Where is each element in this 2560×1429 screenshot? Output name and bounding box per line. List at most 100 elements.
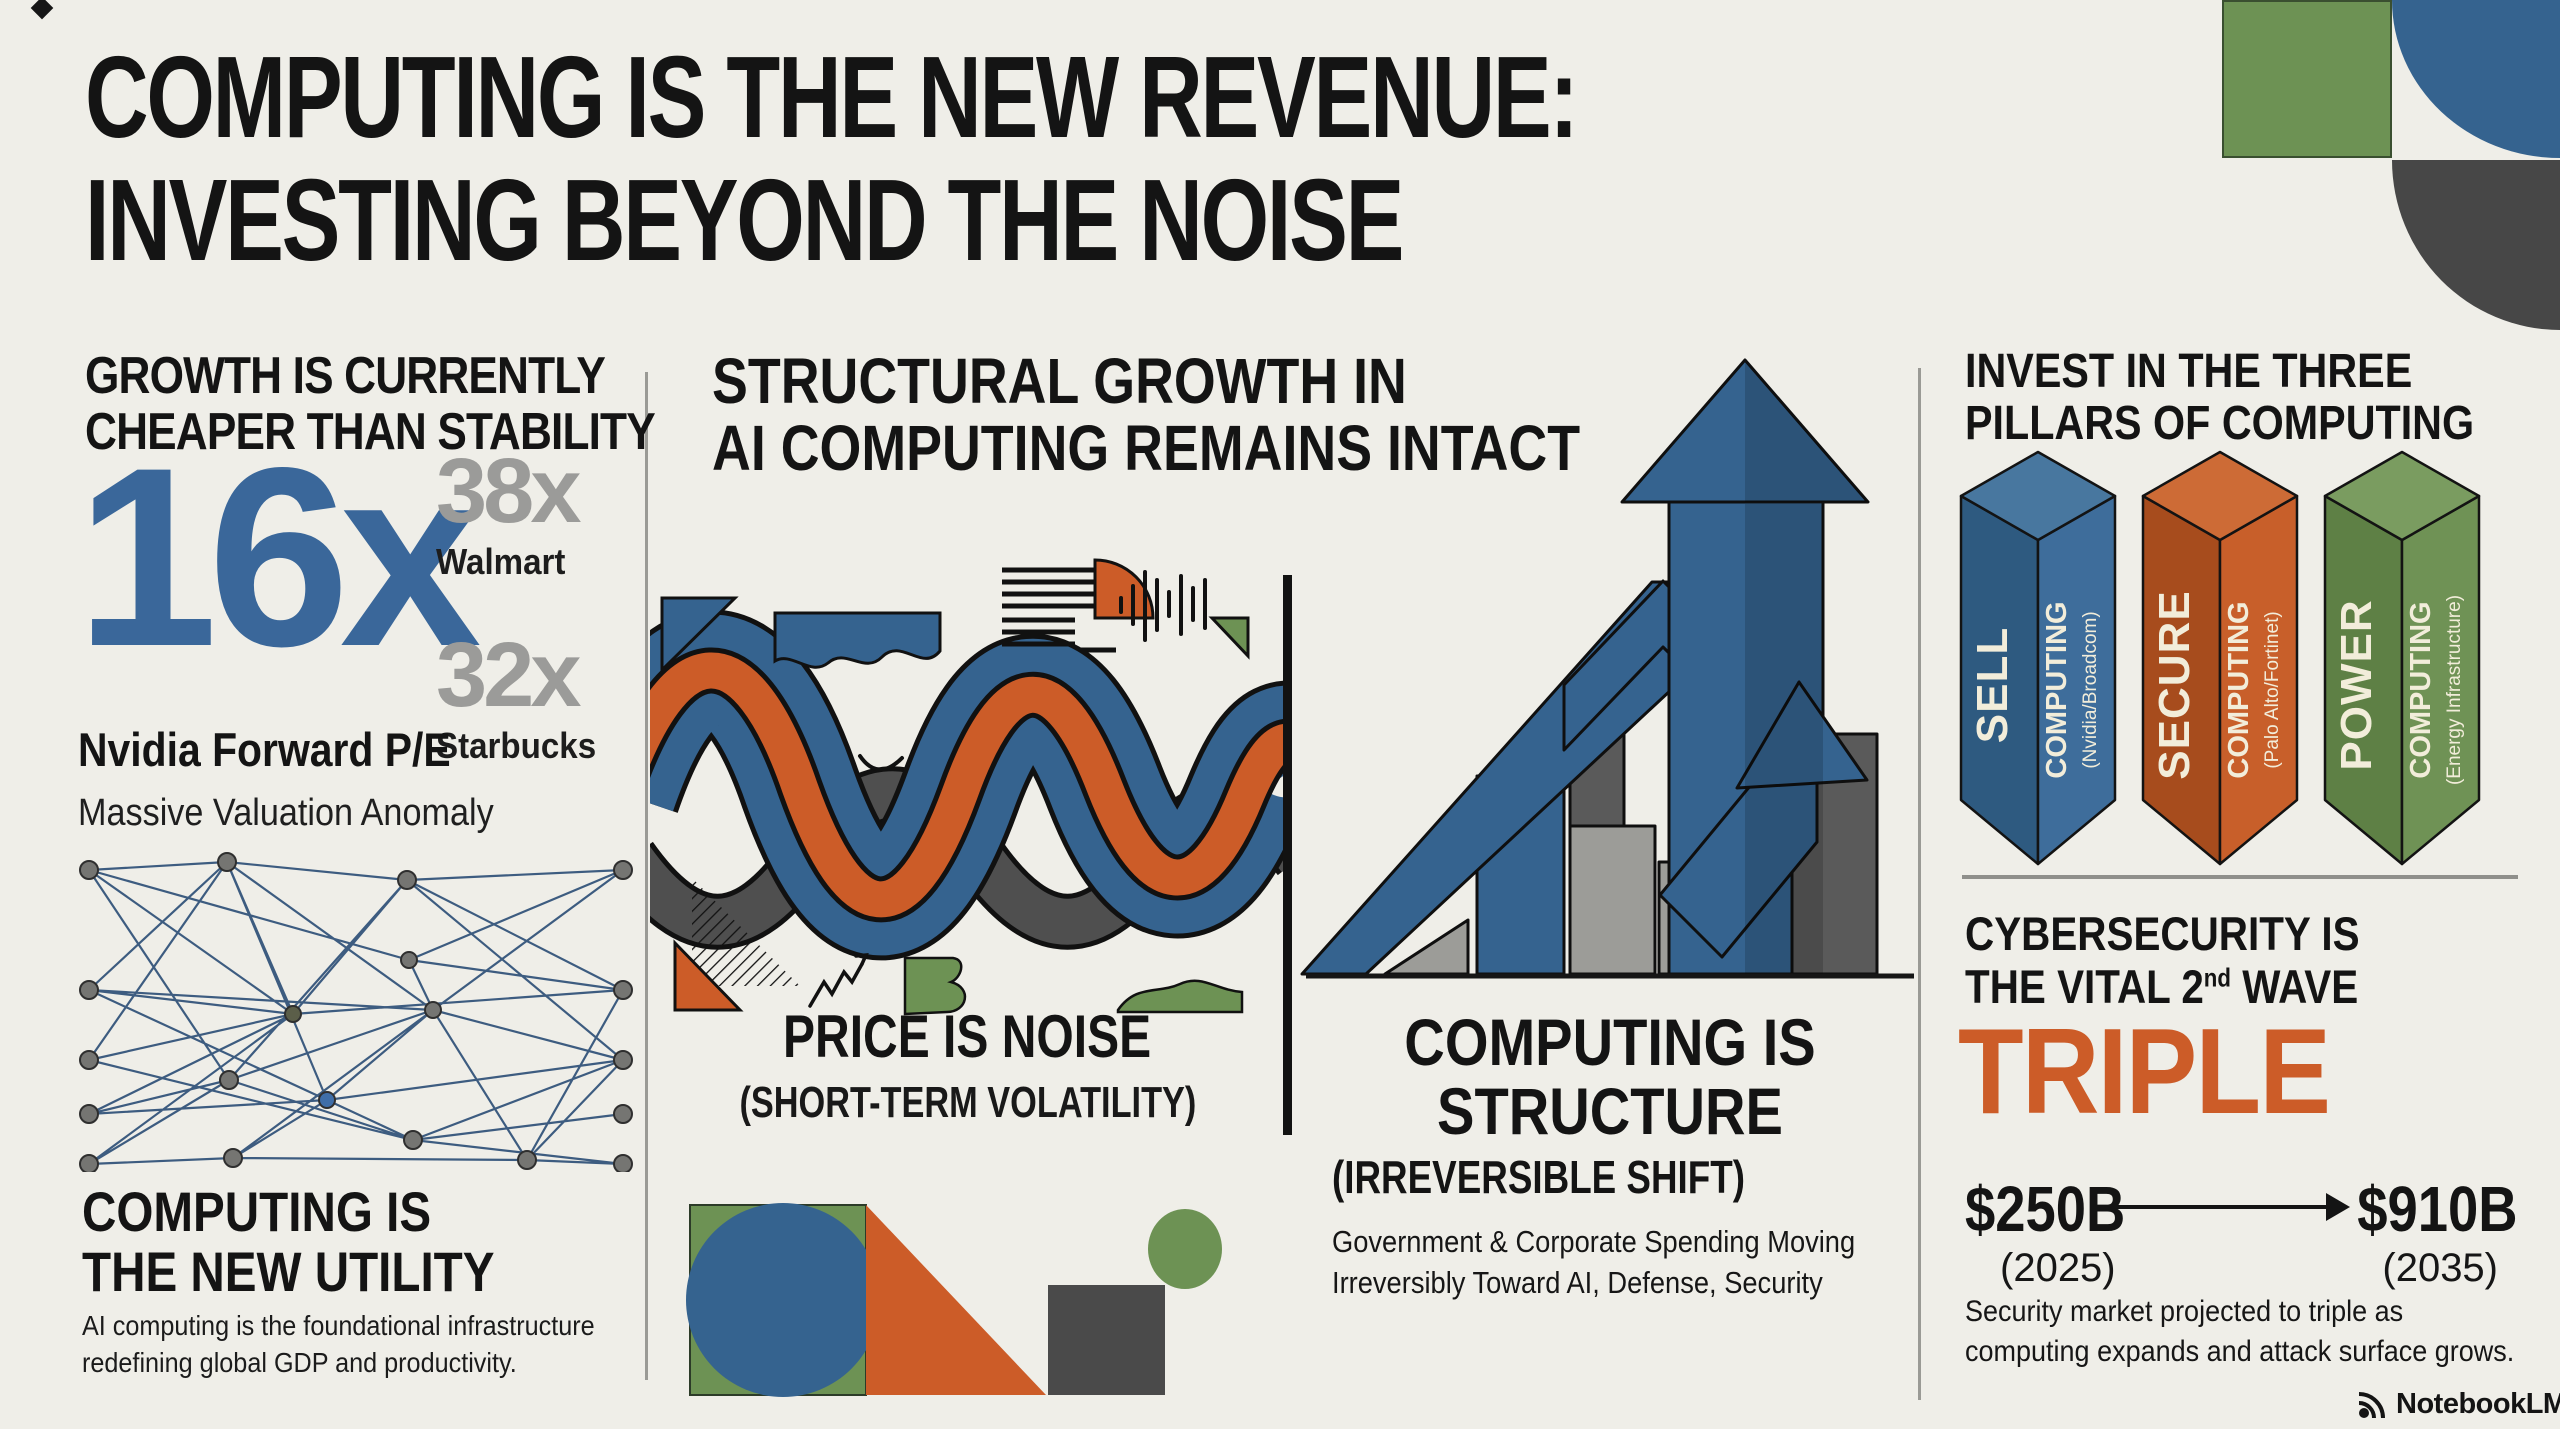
structure-subtitle: (IRREVERSIBLE SHIFT) — [1332, 1151, 1745, 1203]
ordinal-suffix: nd — [2203, 963, 2231, 992]
structure-title-line1: COMPUTING IS — [1404, 1005, 1816, 1079]
middle-section-heading: STRUCTURAL GROWTH IN AI COMPUTING REMAIN… — [712, 345, 1745, 485]
market-from-year: (2025) — [2000, 1246, 2116, 1290]
cyber-heading-line1: CYBERSECURITY IS — [1965, 907, 2360, 960]
orange-ramp-shape — [866, 1205, 1046, 1395]
structure-body-line1: Government & Corporate Spending Moving — [1332, 1224, 1856, 1259]
brand-name: NotebookLM — [2396, 1388, 2560, 1420]
pillar-sell-detail: (Nvidia/Broadcom) — [2080, 611, 2101, 768]
nvidia-pe-stat: 16x — [76, 415, 481, 700]
stripes-icon — [1002, 567, 1116, 653]
deco-gray-quarter-circle — [2392, 160, 2560, 330]
pillar-secure-category: COMPUTING — [2223, 601, 2255, 778]
blue-flag-shape — [773, 611, 942, 669]
starbucks-pe-value: 32x — [436, 624, 582, 726]
market-to-value: $910B — [2357, 1173, 2518, 1245]
notebooklm-icon — [2358, 1391, 2385, 1418]
walmart-pe-value: 38x — [436, 440, 581, 542]
deco-blue-quarter-circle — [2392, 0, 2560, 158]
starbucks-label: Starbucks — [436, 725, 597, 767]
right-section-heading: INVEST IN THE THREE PILLARS OF COMPUTING — [1965, 346, 2557, 450]
right-arrow-band — [1658, 778, 1819, 959]
note-line2: computing expands and attack surface gro… — [1965, 1334, 2515, 1368]
green-mound-shape — [1116, 979, 1244, 1014]
cyber-heading-line2: THE VITAL 2nd WAVE — [1965, 959, 2359, 1013]
green-circle-shape — [1148, 1209, 1222, 1289]
pillar-secure-detail: (Palo Alto/Fortinet) — [2262, 611, 2283, 768]
network-edges — [88, 860, 624, 1166]
left-section-heading: GROWTH IS CURRENTLY CHEAPER THAN STABILI… — [85, 348, 755, 460]
growth-arrow-line — [2100, 1205, 2332, 1209]
tall-arrow-head — [1620, 358, 1870, 504]
head-shading — [1745, 362, 1868, 502]
footer-brand: NotebookLM — [2356, 1388, 2560, 1421]
page-title: COMPUTING IS THE NEW REVENUE: INVESTING … — [85, 36, 2047, 282]
utility-body-line1: AI computing is the foundational infrast… — [82, 1310, 595, 1341]
pillar-sell-category: COMPUTING — [2041, 601, 2073, 778]
corner-diamond-mark — [30, 0, 54, 20]
pillar-power-detail: (Energy Infrastructure) — [2444, 595, 2465, 785]
computing-is-structure-title: COMPUTING IS STRUCTURE — [1310, 1005, 1910, 1149]
middle-heading-line2: AI COMPUTING REMAINS INTACT — [712, 412, 1581, 485]
shaft-shading — [1745, 504, 1823, 974]
security-market-note: Security market projected to triple as c… — [1965, 1292, 2560, 1372]
growth-arrows-illustration — [1300, 358, 1914, 979]
pillar-secure: SECURE COMPUTING (Palo Alto/Fortinet) — [2141, 450, 2299, 866]
light-gray-step1 — [1568, 824, 1657, 976]
structure-title-line2: STRUCTURE — [1437, 1074, 1783, 1149]
three-pillars-illustration: SELL COMPUTING (Nvidia/Broadcom) SECURE … — [1959, 450, 2481, 866]
utility-heading: COMPUTING IS THE NEW UTILITY — [82, 1182, 567, 1302]
pillar-secure-word: SECURE — [2150, 590, 2199, 779]
triple-callout: TRIPLE — [1958, 1003, 2331, 1139]
network-diagram — [79, 852, 633, 1172]
left-heading-line1: GROWTH IS CURRENTLY — [85, 347, 606, 405]
cybersecurity-heading: CYBERSECURITY IS THE VITAL 2nd WAVE — [1965, 907, 2424, 1013]
deco-green-square — [2222, 0, 2392, 158]
walmart-label: Walmart — [436, 541, 566, 583]
pillar-power-word: POWER — [2332, 599, 2381, 770]
utility-body-line2: redefining global GDP and productivity. — [82, 1346, 517, 1378]
structure-body-line2: Irreversibly Toward AI, Defense, Securit… — [1332, 1264, 1823, 1300]
hatched-triangle-shape — [692, 878, 800, 986]
orange-triangle-shape — [673, 939, 744, 1012]
divider-noise-structure — [1283, 575, 1292, 1135]
right-arrow-head — [1735, 680, 1869, 790]
divider-left-column — [645, 372, 648, 1380]
network-nodes — [79, 852, 633, 1172]
left-heading-line2: CHEAPER THAN STABILITY — [85, 403, 656, 462]
valuation-anomaly-label: Massive Valuation Anomaly — [78, 792, 494, 834]
smile-curve — [858, 754, 904, 772]
sketch-arrow-icon — [808, 952, 869, 1008]
orange-quarter-icon — [1093, 558, 1155, 620]
structure-body: Government & Corporate Spending Moving I… — [1332, 1222, 1927, 1304]
blue-circle-shape — [686, 1203, 880, 1397]
dark-square-shape — [1048, 1285, 1165, 1395]
utility-heading-line2: THE NEW UTILITY — [82, 1239, 495, 1303]
pillar-power: POWER COMPUTING (Energy Infrastructure) — [2323, 450, 2481, 866]
blue-triangle-shape — [660, 596, 739, 674]
divider-under-pillars — [1962, 875, 2518, 879]
growth-arrow-head — [2326, 1193, 2350, 1221]
title-line2: INVESTING BEYOND THE NOISE — [85, 154, 1404, 285]
walmart-comparison: 38x Walmart — [436, 440, 581, 583]
geometry-illustration — [686, 1203, 1222, 1397]
equalizer-icon — [1119, 570, 1207, 642]
price-is-noise-title: PRICE IS NOISE — [783, 1003, 1152, 1070]
utility-heading-line1: COMPUTING IS — [82, 1180, 432, 1243]
utility-body: AI computing is the foundational infrast… — [82, 1308, 652, 1382]
green-triangle-shape — [1208, 616, 1250, 660]
price-is-noise-subtitle: (SHORT-TERM VOLATILITY) — [739, 1078, 1196, 1127]
divider-right-column — [1918, 368, 1921, 1400]
title-line1: COMPUTING IS THE NEW REVENUE: — [85, 32, 1579, 162]
wave-illustration — [650, 558, 1283, 1016]
pillar-power-category: COMPUTING — [2405, 601, 2437, 778]
pillar-sell-word: SELL — [1968, 627, 2017, 743]
green-blob-shape — [903, 956, 967, 1016]
note-line1: Security market projected to triple as — [1965, 1295, 2404, 1328]
right-heading-line1: INVEST IN THE THREE — [1965, 345, 2413, 398]
right-heading-line2: PILLARS OF COMPUTING — [1965, 396, 2475, 450]
nvidia-pe-label: Nvidia Forward P/E — [78, 723, 451, 776]
market-to-year: (2035) — [2382, 1246, 2498, 1290]
middle-heading-line1: STRUCTURAL GROWTH IN — [712, 345, 1407, 417]
